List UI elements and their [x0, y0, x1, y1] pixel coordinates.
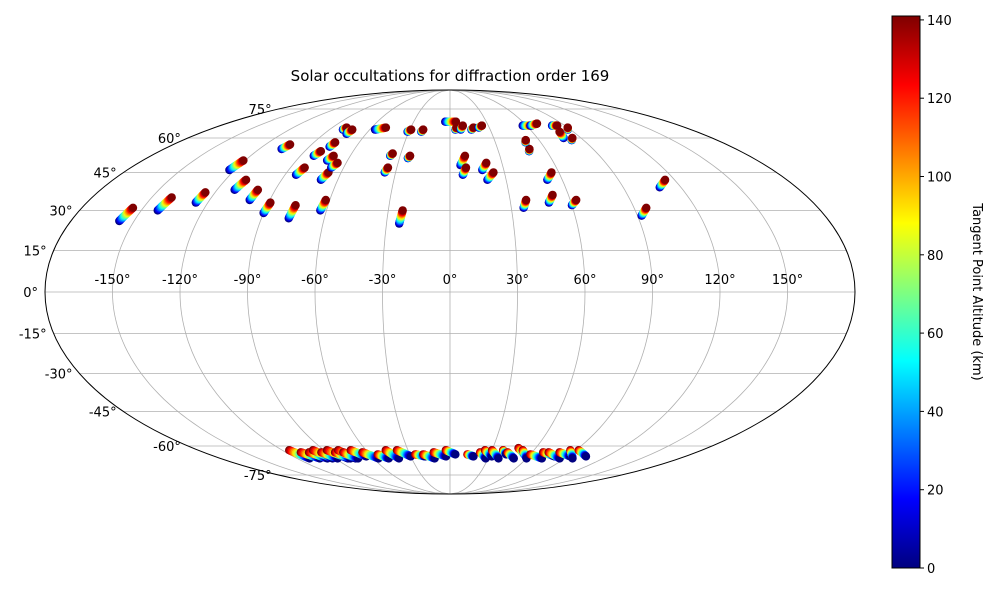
latitude-tick-label: 45°: [94, 166, 117, 181]
occultation-point: [461, 163, 471, 172]
colorbar-tick-label: 40: [927, 405, 944, 420]
occultation-point: [285, 140, 295, 149]
occultation-point: [553, 121, 562, 130]
longitude-tick-label: 90°: [641, 273, 664, 288]
colorbar-gradient: [891, 15, 921, 569]
occultation-point: [568, 454, 577, 463]
longitude-tick-label: 120°: [704, 273, 735, 288]
occultation-point: [239, 156, 248, 165]
occultation-point: [383, 163, 393, 172]
longitude-tick-labels: -150° -120° -90° -60° -30° 0° 30° 60° 90° 120° 150…: [94, 273, 803, 288]
occultation-point: [494, 454, 503, 463]
occultation-point: [291, 201, 300, 210]
occultation-point: [547, 168, 556, 177]
occultation-point: [300, 163, 309, 172]
colorbar: 0 20 40 60 80 100 120 140 Tangent Point Altitud…: [891, 14, 984, 577]
occultation-point: [348, 125, 357, 134]
colorbar-tick-label: 140: [927, 14, 952, 29]
latitude-tick-label: 60°: [158, 132, 181, 147]
occultation-point: [316, 147, 326, 156]
occultation-point: [460, 151, 470, 160]
latitude-tick-label: -75°: [244, 469, 272, 484]
occultation-point: [489, 168, 498, 177]
latitude-tick-label: -45°: [89, 406, 117, 421]
occultation-point: [451, 450, 460, 459]
occultation-point: [521, 195, 531, 205]
occultation-point: [331, 138, 340, 147]
colorbar-label: Tangent Point Altitude (km): [969, 202, 984, 380]
graticule-grid: [45, 90, 855, 494]
latitude-tick-label: -15°: [19, 327, 47, 342]
occultation-point: [563, 123, 572, 132]
occultation-point: [469, 452, 478, 461]
occultation-point: [642, 203, 651, 212]
occultation-point: [388, 149, 397, 158]
latitude-tick-label: 0°: [23, 286, 38, 301]
occultation-point: [477, 121, 487, 130]
occultation-point: [509, 454, 518, 463]
chart-title: Solar occultations for diffraction order…: [291, 67, 610, 85]
latitude-tick-label: 75°: [249, 103, 272, 118]
latitude-tick-label: -60°: [153, 440, 181, 455]
occultation-point: [568, 133, 577, 143]
occultation-point: [572, 195, 581, 205]
occultation-point: [660, 175, 670, 184]
latitude-tick-label: 15°: [24, 245, 47, 260]
latitude-tick-label: 30°: [49, 204, 72, 219]
occultation-point: [266, 198, 275, 207]
longitude-tick-label: -150°: [94, 273, 130, 288]
colorbar-tick-label: 60: [927, 327, 944, 342]
colorbar-tick-label: 0: [927, 562, 935, 577]
occultation-point: [167, 193, 176, 202]
occultation-point: [482, 158, 491, 167]
occultation-point: [321, 195, 330, 205]
longitude-tick-label: -90°: [234, 273, 262, 288]
occultation-point: [201, 188, 210, 197]
occultation-point: [333, 158, 342, 167]
longitude-tick-label: -60°: [301, 273, 329, 288]
occultation-point: [458, 121, 467, 130]
occultation-points: [115, 117, 670, 463]
occultation-point: [525, 144, 534, 154]
occultation-point: [532, 119, 542, 128]
occultation-point: [398, 206, 407, 215]
colorbar-ticks: 0 20 40 60 80 100 120 140: [920, 14, 952, 577]
longitude-tick-label: 60°: [573, 273, 596, 288]
colorbar-tick-label: 100: [927, 171, 952, 186]
map-boundary: [44, 89, 856, 495]
occultation-point: [241, 175, 251, 184]
occultation-point: [329, 151, 338, 160]
colorbar-tick-label: 80: [927, 249, 944, 264]
occultation-point: [381, 123, 391, 132]
occultation-point: [419, 125, 428, 134]
occultation-point: [407, 125, 416, 134]
longitude-tick-label: 150°: [772, 273, 803, 288]
latitude-tick-label: -30°: [45, 368, 73, 383]
colorbar-tick-label: 20: [927, 484, 944, 499]
occultation-point: [581, 452, 591, 461]
longitude-tick-label: -120°: [162, 273, 198, 288]
longitude-tick-label: 30°: [506, 273, 529, 288]
longitude-tick-label: -30°: [369, 273, 397, 288]
colorbar-tick-label: 120: [927, 92, 952, 107]
occultation-point: [521, 135, 530, 145]
longitude-tick-label: 0°: [443, 273, 458, 288]
occultation-point: [253, 185, 263, 194]
occultation-point: [548, 190, 557, 200]
occultation-point: [405, 151, 415, 160]
occultation-point: [128, 203, 138, 212]
latitude-tick-labels: -75° -60° -45° -30° -15° 0° 15° 30° 45° 60° 75°: [19, 103, 272, 484]
